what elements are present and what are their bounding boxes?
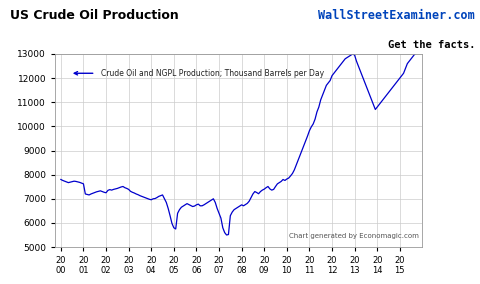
Text: Get the facts.: Get the facts. xyxy=(388,40,475,50)
Text: US Crude Oil Production: US Crude Oil Production xyxy=(10,9,179,22)
Text: Chart generated by Economagic.com: Chart generated by Economagic.com xyxy=(289,233,419,239)
Text: WallStreetExaminer.com: WallStreetExaminer.com xyxy=(318,9,475,22)
Text: Crude Oil and NGPL Production; Thousand Barrels per Day: Crude Oil and NGPL Production; Thousand … xyxy=(101,69,324,78)
